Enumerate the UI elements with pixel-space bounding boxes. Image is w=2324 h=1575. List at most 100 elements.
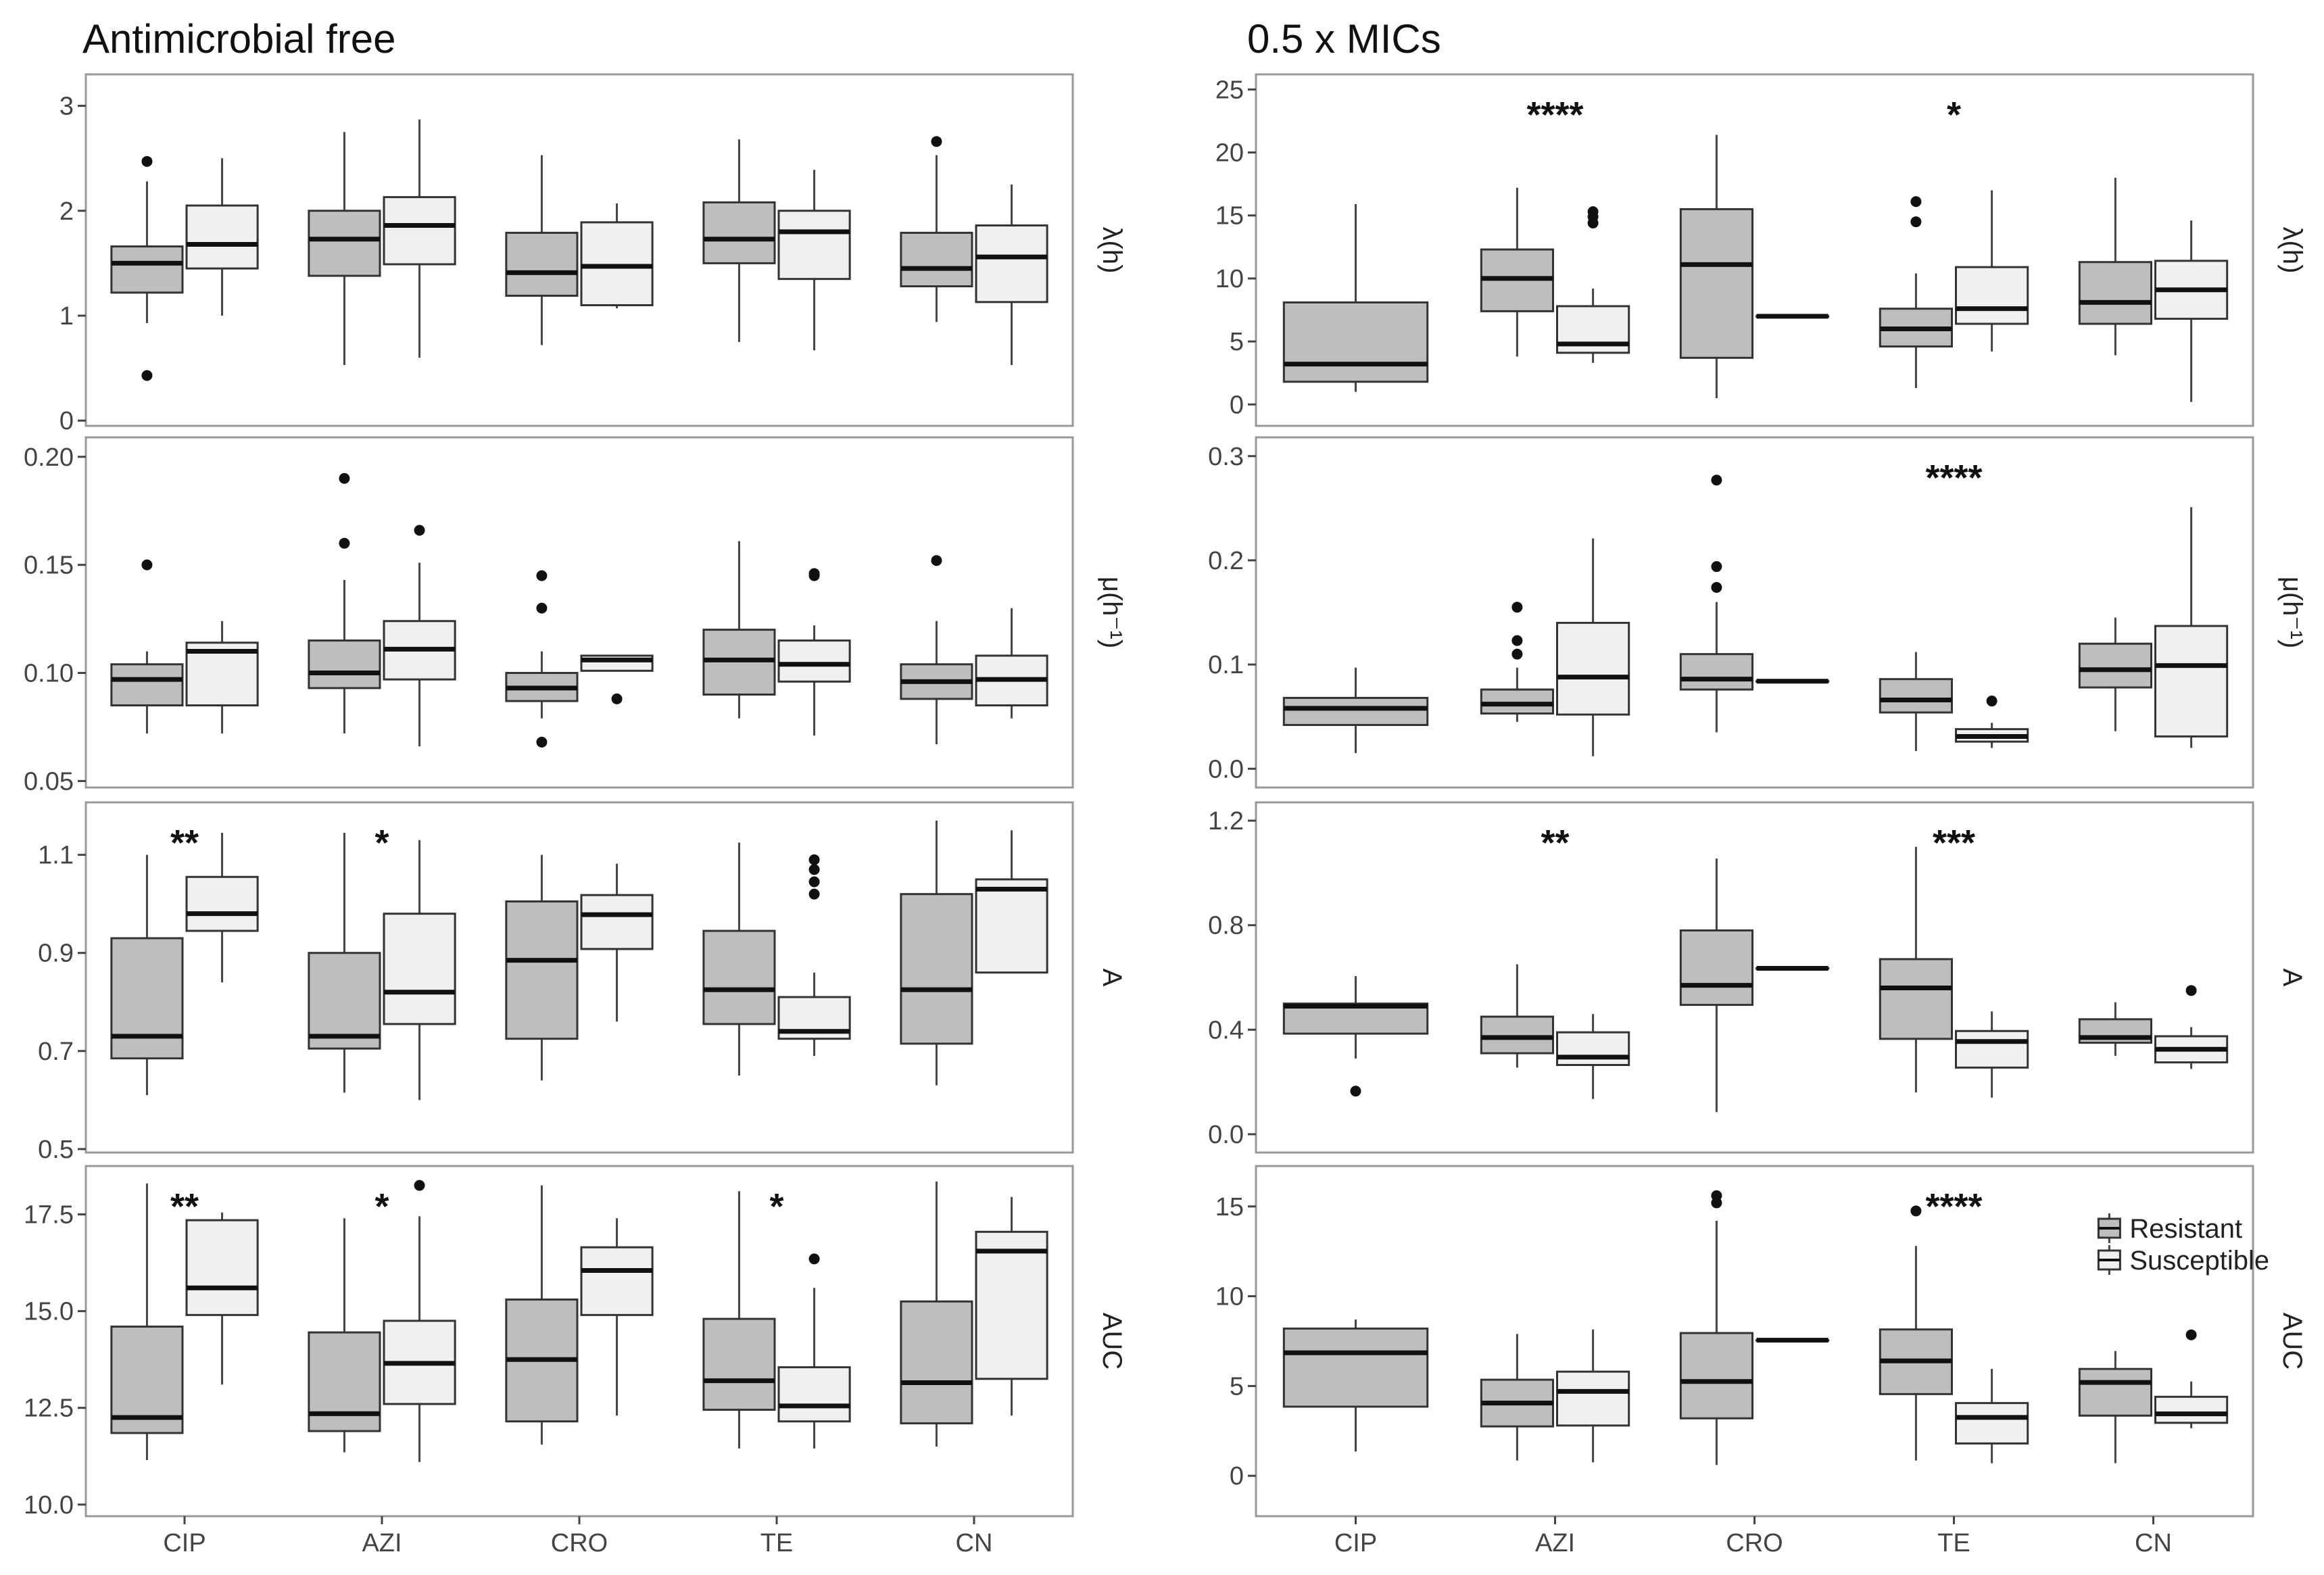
box-te-resistant [702, 842, 776, 1076]
box-cro-susceptible [580, 863, 654, 1022]
box-iqr [185, 875, 259, 932]
outlier-point [808, 876, 820, 888]
row-strip-label: μ(h⁻¹) [2277, 577, 2307, 648]
outlier-point [2185, 985, 2197, 996]
outlier-point [1986, 696, 1998, 707]
outlier-point [2185, 1329, 2197, 1340]
y-tick-label: 20 [1215, 139, 1244, 168]
row-strip-label: λ(h) [1097, 227, 1127, 274]
box-iqr [777, 639, 851, 683]
box-iqr [1679, 1332, 1754, 1420]
box-azi-susceptible [383, 525, 456, 747]
box-cn-resistant [900, 136, 973, 322]
box-iqr [1679, 929, 1754, 1007]
box-azi-resistant [308, 1218, 381, 1453]
box-iqr [975, 878, 1048, 974]
box-cro-susceptible [580, 1218, 654, 1416]
y-tick-label: 15.0 [24, 1298, 74, 1326]
box-cn-susceptible [2154, 220, 2229, 402]
box-iqr [1282, 1327, 1429, 1408]
row-strip-label: AUC [2277, 1313, 2307, 1370]
outlier-point [808, 854, 820, 865]
box-azi-resistant [1480, 964, 1555, 1068]
outlier-point [414, 525, 425, 536]
box-cn-susceptible [975, 1196, 1048, 1416]
box-cip-susceptible [185, 1212, 259, 1385]
box-iqr [2154, 625, 2229, 737]
outlier-point [1910, 216, 1922, 228]
box-cro-susceptible [580, 654, 654, 704]
box-cip-resistant [110, 559, 184, 734]
y-tick-label: 15 [1215, 1193, 1244, 1221]
y-tick-label: 10 [1215, 265, 1244, 293]
outlier-point [808, 864, 820, 875]
box-iqr [1556, 621, 1630, 716]
box-iqr [110, 937, 184, 1060]
panel-r2-c1: 0.00.40.81.2** ***A [1208, 801, 2307, 1154]
x-tick-label-cro: CRO [1726, 1529, 1783, 1557]
y-tick-label: 0.3 [1208, 443, 1244, 471]
box-azi-susceptible [383, 840, 456, 1100]
box-cip-resistant [1282, 1319, 1429, 1452]
y-tick-label: 10 [1215, 1283, 1244, 1311]
box-iqr [2078, 261, 2153, 325]
box-iqr [1955, 1402, 2029, 1445]
box-cip-susceptible [185, 621, 259, 734]
box-iqr [1879, 958, 1954, 1040]
outlier-point [141, 370, 153, 381]
significance-te: **** [1925, 458, 1982, 498]
outlier-point [339, 537, 350, 549]
box-iqr [900, 1300, 973, 1425]
outlier-point [1711, 561, 1722, 573]
box-cro-resistant [505, 854, 579, 1081]
box-cip-resistant [1282, 976, 1429, 1097]
y-tick-label: 0 [1230, 1462, 1244, 1491]
box-azi-resistant [308, 832, 381, 1093]
row-strip-label: A [2277, 969, 2307, 987]
panel-r1-c0: 0.05 0.10 0.15 0.20 μ(h⁻¹) [24, 436, 1127, 796]
legend-label-susceptible: Susceptible [2129, 1246, 2269, 1276]
panel-r0-c0: 0 1 2 3 λ(h) [59, 73, 1127, 435]
outlier-point [931, 555, 942, 566]
box-iqr [308, 1331, 381, 1432]
panel-r3-c1: 0 5 10 15 **** AUC CIP AZI CRO TE CN ResistantSusce… [1215, 1165, 2307, 1557]
box-te-resistant [1879, 846, 1954, 1093]
significance-cip: ** [170, 823, 199, 863]
y-tick-label: 15 [1215, 202, 1244, 231]
box-te-resistant [702, 541, 776, 719]
panel-frame [1255, 436, 2254, 789]
y-tick-label: 10.0 [24, 1491, 74, 1520]
x-tick-label-cip: CIP [163, 1529, 205, 1557]
box-azi-resistant [1480, 187, 1555, 357]
row-strip-label: λ(h) [2277, 227, 2307, 274]
box-cro-susceptible [1756, 679, 1830, 684]
box-iqr [1556, 1370, 1630, 1427]
outlier-point [141, 155, 153, 167]
outlier-point [1511, 602, 1523, 613]
y-tick-label: 1 [59, 302, 74, 331]
panel-r1-c1: 0.0 0.1 0.2 0.3 **** μ(h⁻¹) [1208, 436, 2307, 789]
box-iqr [580, 1246, 654, 1316]
x-tick-label-cn: CN [956, 1529, 993, 1557]
box-iqr [580, 221, 654, 306]
outlier-point [1711, 582, 1722, 593]
y-tick-label: 0 [59, 407, 74, 435]
box-cip-resistant [110, 155, 184, 381]
box-cip-susceptible [185, 832, 259, 983]
x-tick-label-cn: CN [2135, 1529, 2172, 1557]
significance-te: **** [1925, 1186, 1982, 1227]
box-te-susceptible [777, 854, 851, 1057]
y-tick-label: 0.9 [38, 940, 74, 968]
significance-te: *** [1933, 823, 1975, 863]
box-cro-resistant [1679, 1190, 1754, 1465]
outlier-point [1587, 217, 1599, 228]
significance-azi: ** [1541, 823, 1569, 863]
x-tick-label-te: TE [760, 1529, 794, 1557]
box-cn-resistant [2078, 1351, 2153, 1463]
x-tick-label-te: TE [1937, 1529, 1970, 1557]
box-iqr [110, 245, 184, 294]
box-azi-susceptible [1556, 538, 1630, 756]
box-iqr [2078, 642, 2153, 689]
